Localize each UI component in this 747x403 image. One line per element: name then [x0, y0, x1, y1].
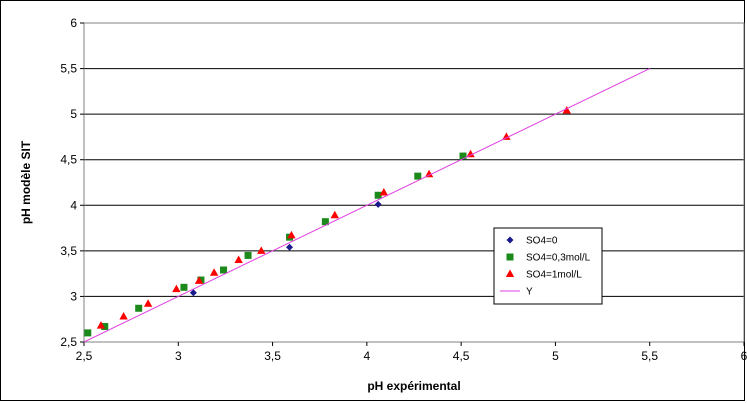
data-point: [424, 169, 434, 178]
legend-label: SO4=1mol/L: [526, 270, 582, 281]
y-axis-title: pH modèle SIT: [19, 140, 33, 224]
y-tick-label: 4,5: [60, 153, 77, 167]
legend-marker: [506, 236, 514, 244]
legend-marker: [506, 253, 514, 261]
data-point: [414, 172, 422, 180]
y-tick-label: 3,5: [60, 244, 77, 258]
x-tick-label: 5: [552, 349, 559, 363]
x-tick-label: 3,5: [264, 349, 281, 363]
data-series: [83, 68, 650, 343]
data-point: [257, 246, 266, 254]
reference-line-y: [83, 68, 650, 343]
series-1: [84, 152, 467, 337]
data-point: [96, 321, 106, 329]
data-point: [143, 299, 153, 307]
data-point: [321, 218, 329, 226]
data-point: [379, 188, 389, 196]
data-point: [209, 268, 219, 276]
data-point: [119, 311, 128, 320]
data-point: [220, 266, 228, 274]
y-tick-label: 6: [70, 16, 77, 30]
legend: SO4=0 SO4=0,3mol/L SO4=1mol/L Y: [493, 227, 603, 305]
x-tick-label: 6: [741, 349, 747, 363]
data-point: [502, 132, 511, 140]
data-point: [287, 230, 296, 239]
grid-lines: [84, 22, 744, 297]
x-axis-ticks: 2,5 3 3,5 4 4,5 5 5,5 6: [76, 342, 747, 363]
x-tick-label: 4: [364, 349, 371, 363]
data-point: [84, 329, 92, 337]
series-3: [83, 68, 650, 343]
data-point: [244, 251, 252, 259]
data-point: [330, 210, 339, 219]
data-point: [189, 289, 197, 297]
data-point: [286, 243, 294, 251]
x-axis-title: pH expérimental: [367, 379, 460, 393]
plot-area: [83, 22, 745, 343]
x-tick-label: 5,5: [641, 349, 658, 363]
legend-label: SO4=0: [526, 236, 558, 247]
data-point: [234, 255, 243, 263]
y-tick-label: 2,5: [60, 335, 77, 349]
y-tick-label: 3: [70, 289, 77, 303]
x-tick-label: 4,5: [453, 349, 470, 363]
y-tick-label: 4: [70, 198, 77, 212]
data-point: [562, 105, 571, 114]
data-point: [172, 284, 181, 293]
y-tick-label: 5,5: [60, 62, 77, 76]
data-point: [180, 283, 188, 291]
data-point: [194, 276, 204, 284]
data-point: [374, 191, 382, 199]
legend-marker: [505, 269, 515, 277]
x-tick-label: 3: [175, 349, 182, 363]
series-0: [189, 200, 382, 297]
data-point: [466, 149, 475, 158]
y-axis-ticks: 2,5 3 3,5 4 4,5 5 5,5 6: [60, 16, 84, 349]
x-tick-label: 2,5: [76, 349, 93, 363]
data-point: [135, 304, 143, 312]
series-2: [96, 105, 571, 329]
legend-label: SO4=0,3mol/L: [526, 253, 591, 264]
y-tick-label: 5: [70, 107, 77, 121]
data-point: [374, 200, 382, 208]
legend-label: Y: [526, 287, 533, 298]
data-point: [459, 152, 467, 160]
data-point: [101, 323, 109, 331]
